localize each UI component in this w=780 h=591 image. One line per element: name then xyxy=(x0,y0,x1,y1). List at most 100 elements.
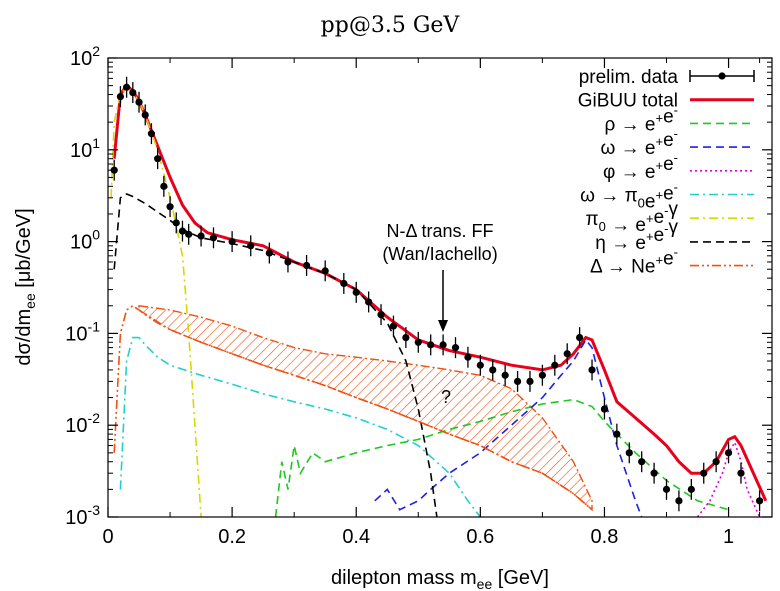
x-axis-label: dilepton mass mee [GeV] xyxy=(331,567,549,591)
data-point xyxy=(501,364,509,386)
series-line-e-e xyxy=(696,440,761,517)
data-point xyxy=(135,91,143,113)
legend-item-e-e: ρ → e+e- xyxy=(605,102,754,135)
data-point xyxy=(123,76,131,98)
legend-item-e-e: η → e+e-γ xyxy=(595,217,754,254)
data-point xyxy=(439,334,447,356)
data-point xyxy=(147,123,156,145)
data-point xyxy=(284,251,292,273)
data-point xyxy=(625,442,633,464)
data-point xyxy=(352,281,360,303)
data-point xyxy=(563,343,571,365)
legend-label: ω → π0e+e- xyxy=(580,180,678,213)
series-line-gibuu-total xyxy=(112,83,768,502)
legend-item-0-e-e: π0 → e+e-γ xyxy=(586,199,754,236)
data-point xyxy=(712,451,720,473)
data-point xyxy=(209,227,218,249)
data-point xyxy=(160,175,168,197)
annotation-arrowhead xyxy=(438,320,448,332)
data-point xyxy=(755,490,764,512)
data-point xyxy=(451,337,460,359)
data-point xyxy=(247,235,255,257)
legend-item-gibuu-total: GiBUU total xyxy=(578,91,754,112)
y-tick-label: 10-2 xyxy=(65,410,100,437)
data-point xyxy=(464,346,472,368)
y-tick-label: 102 xyxy=(70,43,100,70)
x-tick-label: 0.4 xyxy=(342,526,370,548)
legend-item-ne-e: Δ → Ne+e- xyxy=(590,245,754,278)
x-tick-label: 1 xyxy=(723,526,734,548)
data-point xyxy=(166,196,174,218)
data-point xyxy=(377,304,385,326)
data-point xyxy=(638,451,646,473)
legend-item-prelim-data: prelim. data xyxy=(579,67,755,88)
data-point xyxy=(154,148,162,170)
data-point xyxy=(116,86,125,108)
x-tick-label: 0.8 xyxy=(591,526,619,548)
data-point xyxy=(538,364,546,386)
delta-ff-band xyxy=(138,304,593,512)
legend-label: GiBUU total xyxy=(578,91,678,112)
data-point xyxy=(321,260,329,282)
series-line-ne-e xyxy=(113,304,593,511)
data-point xyxy=(340,272,348,294)
data-point xyxy=(476,354,484,376)
data-point xyxy=(724,442,733,464)
series-line-e-e xyxy=(374,338,643,517)
x-tick-label: 0.2 xyxy=(218,526,246,548)
data-point xyxy=(700,462,708,484)
legend-item-e-e: φ → e+e- xyxy=(603,150,754,183)
x-tick-label: 0.6 xyxy=(466,526,494,548)
data-point xyxy=(414,331,422,353)
data-points xyxy=(110,76,764,512)
y-tick-label: 100 xyxy=(70,227,100,254)
data-point xyxy=(675,490,683,512)
legend-label: Δ → Ne+e- xyxy=(590,245,678,278)
data-point xyxy=(427,334,435,356)
chart-title: pp@3.5 GeV xyxy=(321,13,461,38)
data-point xyxy=(662,478,671,500)
annotation-wan-iachello: (Wan/Iachello) xyxy=(382,244,497,264)
data-point xyxy=(365,291,373,313)
data-point xyxy=(650,462,658,484)
data-point xyxy=(129,82,137,104)
annotation-question: ? xyxy=(441,387,451,407)
legend-item-0e-e: ω → π0e+e- xyxy=(580,180,754,213)
data-point xyxy=(185,223,193,245)
y-tick-label: 10-3 xyxy=(65,502,100,529)
axis-ticks: 0 0.2 0.4 0.6 0.8 1 10-3 10-2 10-1 100 101 102 xyxy=(65,43,772,548)
data-point xyxy=(141,104,149,126)
legend-label: π0 → e+e-γ xyxy=(586,199,679,236)
legend-label: φ → e+e- xyxy=(603,150,678,183)
y-tick-label: 10-1 xyxy=(65,318,100,345)
data-point xyxy=(513,370,522,392)
data-point xyxy=(588,359,596,381)
data-point xyxy=(576,327,584,349)
data-point xyxy=(551,354,559,376)
legend-label: η → e+e-γ xyxy=(595,217,678,254)
data-point xyxy=(389,315,398,337)
data-point xyxy=(489,359,497,381)
data-point xyxy=(178,220,187,242)
annotation-nd-ff: N-Δ trans. FF xyxy=(386,221,493,241)
series-line-0e-e xyxy=(119,336,481,517)
data-point xyxy=(600,398,609,420)
series-line-e-e xyxy=(274,398,729,517)
legend-label: ω → e+e- xyxy=(601,126,679,159)
data-point xyxy=(110,159,118,181)
data-point xyxy=(197,225,205,247)
y-tick-label: 101 xyxy=(70,135,100,162)
x-tick-label: 0 xyxy=(102,526,113,548)
data-point xyxy=(172,212,180,234)
data-point xyxy=(302,254,311,276)
data-point xyxy=(613,423,621,445)
data-point xyxy=(526,370,534,392)
plot-frame xyxy=(107,57,773,518)
data-point xyxy=(265,242,273,264)
data-point xyxy=(737,462,745,484)
legend-item-e-e: ω → e+e- xyxy=(601,126,754,159)
legend-label: ρ → e+e- xyxy=(605,102,678,135)
